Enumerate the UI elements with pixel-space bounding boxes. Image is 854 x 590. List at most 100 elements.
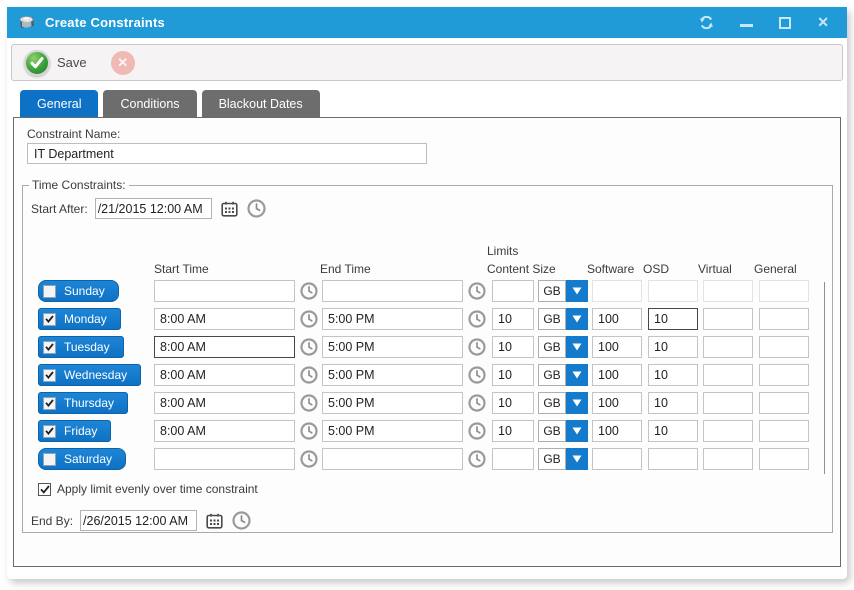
calendar-icon[interactable] [221, 201, 238, 217]
osd-limit-input[interactable] [648, 448, 698, 470]
clock-icon[interactable] [300, 422, 318, 440]
start-time-input[interactable] [154, 364, 295, 386]
virtual-limit-input[interactable] [703, 392, 753, 414]
day-toggle-button[interactable]: Friday [38, 420, 112, 442]
unit-select[interactable]: GB [538, 280, 588, 302]
start-after-input[interactable] [94, 198, 212, 219]
software-limit-input[interactable] [592, 308, 642, 330]
day-toggle-button[interactable]: Monday [38, 308, 121, 330]
dropdown-arrow-icon[interactable] [566, 308, 588, 330]
start-time-input[interactable] [154, 392, 295, 414]
clock-icon[interactable] [300, 282, 318, 300]
osd-limit-input[interactable] [648, 308, 698, 330]
end-time-input[interactable] [322, 280, 463, 302]
osd-limit-input[interactable] [648, 280, 698, 302]
tab-blackout-dates[interactable]: Blackout Dates [201, 90, 320, 117]
virtual-limit-input[interactable] [703, 364, 753, 386]
clock-icon[interactable] [468, 394, 486, 412]
end-time-input[interactable] [322, 420, 463, 442]
constraint-name-input[interactable] [27, 143, 427, 164]
content-size-input[interactable] [492, 364, 534, 386]
clock-icon[interactable] [300, 338, 318, 356]
tab-general[interactable]: General [20, 90, 99, 117]
osd-limit-input[interactable] [648, 420, 698, 442]
content-size-input[interactable] [492, 308, 534, 330]
end-time-input[interactable] [322, 448, 463, 470]
general-limit-input[interactable] [759, 336, 809, 358]
start-time-input[interactable] [154, 420, 295, 442]
software-limit-input[interactable] [592, 336, 642, 358]
refresh-icon[interactable] [699, 15, 714, 31]
unit-select[interactable]: GB [538, 364, 588, 386]
cancel-button[interactable]: ✕ [110, 50, 135, 75]
day-checkbox[interactable] [43, 284, 56, 298]
software-limit-input[interactable] [592, 392, 642, 414]
clock-icon[interactable] [300, 394, 318, 412]
unit-select[interactable]: GB [538, 448, 588, 470]
general-limit-input[interactable] [759, 308, 809, 330]
clock-icon[interactable] [468, 338, 486, 356]
start-time-input[interactable] [154, 308, 295, 330]
osd-limit-input[interactable] [648, 336, 698, 358]
day-checkbox[interactable] [43, 452, 56, 466]
day-toggle-button[interactable]: Wednesday [38, 364, 142, 386]
osd-limit-input[interactable] [648, 392, 698, 414]
dropdown-arrow-icon[interactable] [566, 392, 588, 414]
tab-conditions[interactable]: Conditions [103, 90, 197, 117]
day-checkbox[interactable] [43, 368, 56, 382]
start-time-input[interactable] [154, 280, 295, 302]
clock-icon[interactable] [232, 511, 251, 530]
clock-icon[interactable] [300, 450, 318, 468]
apply-limit-checkbox[interactable] [38, 482, 51, 496]
clock-icon[interactable] [300, 310, 318, 328]
day-checkbox[interactable] [43, 312, 56, 326]
content-size-input[interactable] [492, 336, 534, 358]
minimize-button[interactable] [740, 15, 754, 31]
virtual-limit-input[interactable] [703, 336, 753, 358]
clock-icon[interactable] [468, 366, 486, 384]
general-limit-input[interactable] [759, 280, 809, 302]
start-time-input[interactable] [154, 336, 295, 358]
clock-icon[interactable] [247, 199, 266, 218]
maximize-button[interactable] [779, 15, 792, 31]
unit-select[interactable]: GB [538, 308, 588, 330]
dropdown-arrow-icon[interactable] [566, 364, 588, 386]
clock-icon[interactable] [468, 310, 486, 328]
start-time-input[interactable] [154, 448, 295, 470]
end-time-input[interactable] [322, 392, 463, 414]
unit-select[interactable]: GB [538, 420, 588, 442]
virtual-limit-input[interactable] [703, 448, 753, 470]
general-limit-input[interactable] [759, 420, 809, 442]
clock-icon[interactable] [300, 366, 318, 384]
close-button[interactable]: ✕ [817, 14, 829, 30]
content-size-input[interactable] [492, 420, 534, 442]
clock-icon[interactable] [468, 282, 486, 300]
save-button[interactable]: Save [24, 49, 87, 76]
end-time-input[interactable] [322, 336, 463, 358]
day-checkbox[interactable] [43, 424, 56, 438]
day-toggle-button[interactable]: Tuesday [38, 336, 124, 358]
content-size-input[interactable] [492, 392, 534, 414]
unit-select[interactable]: GB [538, 336, 588, 358]
clock-icon[interactable] [468, 450, 486, 468]
clock-icon[interactable] [468, 422, 486, 440]
day-toggle-button[interactable]: Sunday [38, 280, 119, 302]
unit-select[interactable]: GB [538, 392, 588, 414]
virtual-limit-input[interactable] [703, 280, 753, 302]
virtual-limit-input[interactable] [703, 420, 753, 442]
virtual-limit-input[interactable] [703, 308, 753, 330]
general-limit-input[interactable] [759, 448, 809, 470]
dropdown-arrow-icon[interactable] [566, 420, 588, 442]
dropdown-arrow-icon[interactable] [566, 448, 588, 470]
software-limit-input[interactable] [592, 420, 642, 442]
end-time-input[interactable] [322, 364, 463, 386]
dropdown-arrow-icon[interactable] [566, 280, 588, 302]
dropdown-arrow-icon[interactable] [566, 336, 588, 358]
software-limit-input[interactable] [592, 448, 642, 470]
content-size-input[interactable] [492, 280, 534, 302]
day-toggle-button[interactable]: Saturday [38, 448, 127, 470]
content-size-input[interactable] [492, 448, 534, 470]
day-toggle-button[interactable]: Thursday [38, 392, 129, 414]
general-limit-input[interactable] [759, 364, 809, 386]
day-checkbox[interactable] [43, 396, 56, 410]
